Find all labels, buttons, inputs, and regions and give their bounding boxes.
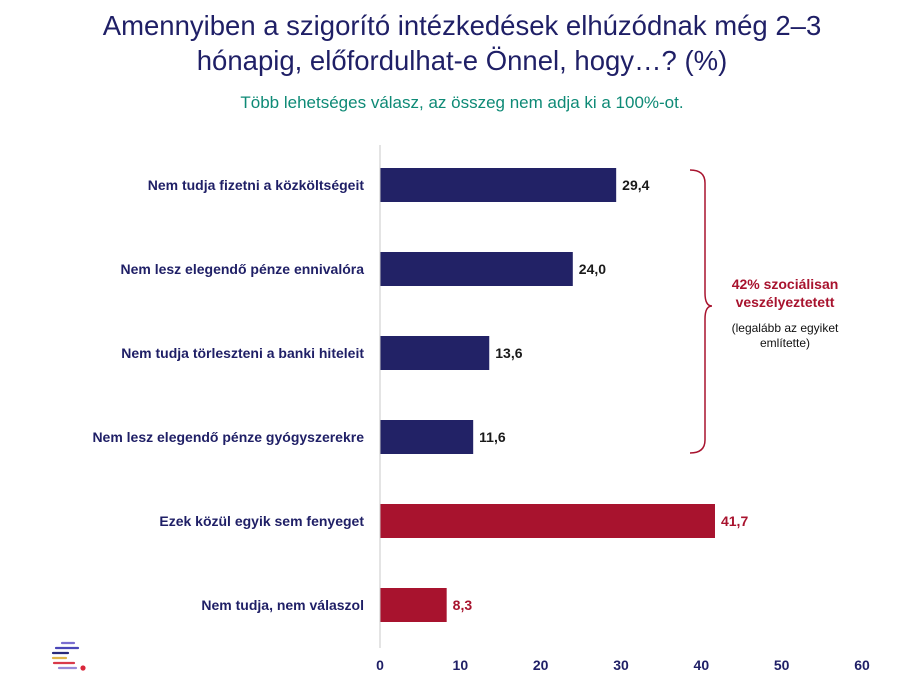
bar [380,588,447,622]
category-label: Nem tudja törleszteni a banki hiteleit [121,345,364,361]
category-label: Ezek közül egyik sem fenyeget [159,513,364,529]
value-label: 41,7 [721,513,748,529]
x-axis-ticks: 0 10 20 30 40 50 60 [376,657,870,673]
value-label: 24,0 [579,261,606,277]
value-label: 11,6 [479,429,506,445]
chart-title-line-2: hónapig, előfordulhat-e Önnel, hogy…? (%… [196,45,728,76]
x-tick-label: 40 [694,657,710,673]
bar [380,504,715,538]
annotation-bracket [689,169,713,454]
value-label: 8,3 [453,597,473,613]
annotation-headline: 42% szociálisan veszélyeztetett [710,275,860,311]
x-tick-label: 20 [533,657,549,673]
category-label: Nem tudja, nem válaszol [201,597,364,613]
category-label: Nem tudja fizetni a közköltségeit [148,177,365,193]
chart-subtitle: Több lehetséges válasz, az összeg nem ad… [240,93,684,112]
bar [380,420,474,454]
x-tick-label: 0 [376,657,384,673]
annotation-headline-line-1: 42% szociálisan [731,276,839,292]
x-tick-label: 60 [854,657,870,673]
annotation-note: (legalább az egyiket említette) [715,321,855,351]
chart-title: Amennyiben a szigorító intézkedések elhú… [0,8,924,78]
category-label: Nem lesz elegendő pénze ennivalóra [120,261,364,277]
x-tick-label: 50 [774,657,790,673]
annotation-note-line-2: említette) [759,336,810,350]
chart-title-line-1: Amennyiben a szigorító intézkedések elhú… [102,10,822,41]
value-label: 13,6 [495,345,522,361]
bars-layer: Nem tudja fizetni a közköltségeit 29,4 Nem… [92,168,748,622]
annotation-headline-line-2: veszélyeztetett [735,294,835,310]
x-tick-label: 10 [453,657,469,673]
value-label: 29,4 [622,177,649,193]
bar [380,336,490,370]
bar [380,252,573,286]
x-tick-label: 30 [613,657,629,673]
annotation-note-line-1: (legalább az egyiket [731,321,839,335]
bar [380,168,617,202]
brand-logo-icon [51,641,86,671]
category-label: Nem lesz elegendő pénze gyógyszerekre [92,429,364,445]
